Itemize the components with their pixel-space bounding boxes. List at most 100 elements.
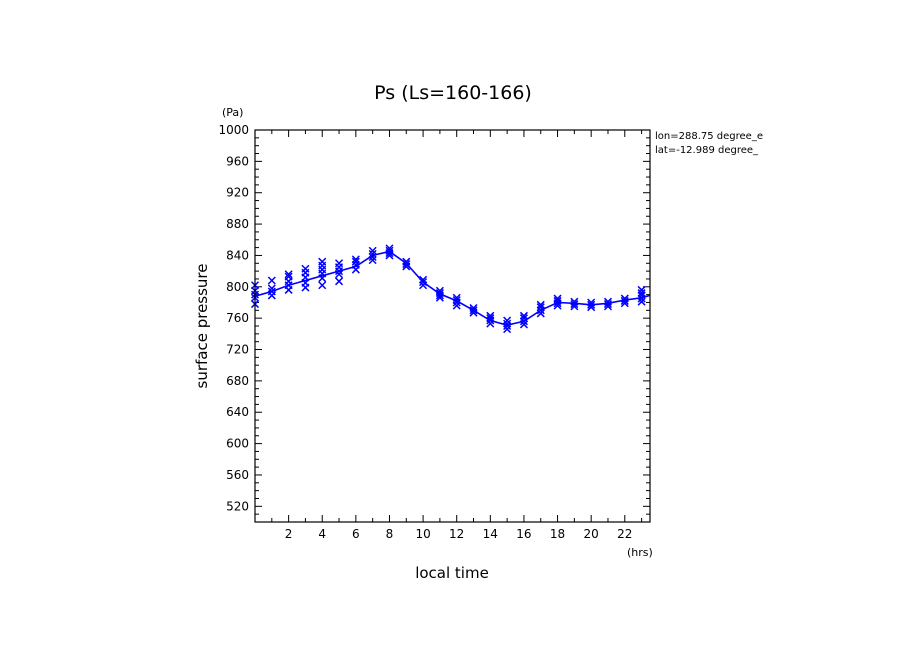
annotation-lat: lat=-12.989 degree_: [655, 145, 759, 156]
marker-stroke: [267, 276, 276, 285]
data-point-x-marker: [603, 297, 613, 306]
marker-stroke: [351, 257, 360, 266]
annotation-lon: lon=288.75 degree_e: [655, 131, 763, 142]
data-point-x-marker: [469, 303, 478, 312]
data-point-x-marker: [368, 249, 377, 258]
marker-stroke: [519, 311, 528, 320]
data-point-x-marker: [284, 270, 293, 279]
marker-stroke: [284, 270, 293, 279]
mean-pressure-line: [254, 250, 651, 327]
marker-stroke: [335, 270, 344, 279]
x-tick-label: 14: [483, 527, 498, 541]
x-tick-label: 20: [584, 527, 599, 541]
y-tick-label: 760: [226, 311, 249, 325]
y-axis-title: surface pressure: [193, 264, 211, 389]
marker-stroke: [452, 296, 461, 305]
data-point-x-marker: [318, 281, 327, 290]
x-tick-label: 22: [617, 527, 632, 541]
marker-stroke: [536, 303, 545, 312]
marker-stroke: [318, 281, 327, 290]
data-point-x-marker: [587, 298, 596, 307]
data-point-x-marker: [335, 270, 344, 279]
data-point-x-marker: [402, 260, 411, 269]
data-point-x-marker: [435, 289, 444, 298]
marker-stroke: [519, 320, 528, 329]
data-point-x-marker: [553, 294, 562, 303]
y-tick-label: 1000: [218, 123, 249, 137]
x-tick-label: 2: [285, 527, 293, 541]
y-tick-label: 520: [226, 499, 249, 513]
marker-stroke: [603, 297, 613, 306]
marker-stroke: [351, 255, 360, 264]
data-point-x-marker: [385, 246, 394, 255]
data-point-x-marker: [452, 293, 461, 302]
data-point-x-marker: [402, 257, 411, 266]
data-point-x-marker: [301, 264, 310, 273]
data-point-x-marker: [368, 252, 377, 262]
y-tick-label: 680: [226, 374, 249, 388]
x-axis-title: local time: [415, 564, 489, 582]
data-point-x-marker: [637, 285, 646, 294]
y-tick-label: 560: [226, 468, 249, 482]
data-point-x-marker: [553, 296, 562, 305]
marker-stroke: [503, 316, 512, 325]
x-unit-label: (hrs): [627, 546, 653, 559]
marker-stroke: [385, 244, 394, 253]
marker-stroke: [469, 303, 478, 312]
marker-stroke: [402, 260, 411, 269]
data-point-x-marker: [536, 300, 545, 309]
marker-stroke: [587, 298, 596, 307]
plot-frame: [254, 129, 651, 523]
y-tick-label: 880: [226, 217, 249, 231]
marker-stroke: [486, 311, 495, 320]
marker-stroke: [335, 259, 344, 268]
marker-stroke: [553, 296, 562, 305]
data-point-x-marker: [351, 255, 360, 264]
marker-stroke: [503, 319, 512, 328]
y-tick-label: 800: [226, 280, 249, 294]
y-tick-label: 920: [226, 186, 249, 200]
data-point-x-marker: [486, 311, 495, 320]
y-tick-label: 960: [226, 154, 249, 168]
marker-stroke: [402, 257, 411, 266]
marker-stroke: [284, 272, 293, 281]
marker-stroke: [435, 286, 444, 295]
plot-data: [250, 244, 651, 334]
data-point-x-marker: [570, 297, 579, 306]
marker-stroke: [368, 252, 377, 262]
data-point-x-marker: [284, 272, 293, 281]
data-point-x-marker: [419, 275, 428, 284]
marker-stroke: [536, 309, 545, 318]
data-point-x-marker: [335, 259, 344, 268]
data-point-x-marker: [603, 300, 613, 309]
x-tick-label: 18: [550, 527, 565, 541]
marker-stroke: [519, 314, 528, 323]
marker-stroke: [637, 289, 646, 298]
marker-stroke: [301, 264, 310, 273]
marker-stroke: [536, 300, 545, 309]
data-point-x-marker: [368, 246, 377, 255]
y-tick-label: 720: [226, 343, 249, 357]
marker-stroke: [385, 246, 394, 255]
data-point-x-marker: [452, 296, 461, 305]
marker-stroke: [419, 275, 428, 284]
marker-stroke: [570, 300, 579, 309]
axes: 520 560 600 640 680 720 760 800 840 880 920 960 1000…: [218, 123, 650, 541]
data-point-x-marker: [435, 286, 444, 295]
x-tick-label: 16: [516, 527, 531, 541]
marker-stroke: [587, 300, 596, 309]
marker-stroke: [318, 257, 327, 266]
marker-stroke: [368, 246, 377, 255]
data-point-x-marker: [536, 309, 545, 318]
marker-stroke: [267, 284, 276, 293]
data-point-x-marker: [637, 297, 646, 306]
data-point-x-marker: [486, 314, 495, 323]
marker-stroke: [335, 277, 344, 286]
data-point-x-marker: [267, 276, 276, 285]
data-point-x-marker: [519, 314, 528, 323]
marker-stroke: [603, 300, 613, 309]
data-point-x-marker: [385, 244, 394, 253]
marker-stroke: [637, 285, 646, 294]
marker-stroke: [435, 289, 444, 298]
